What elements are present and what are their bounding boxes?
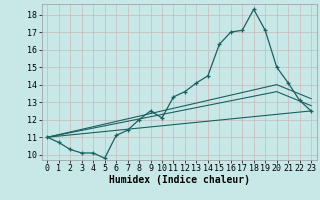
X-axis label: Humidex (Indice chaleur): Humidex (Indice chaleur) <box>109 175 250 185</box>
